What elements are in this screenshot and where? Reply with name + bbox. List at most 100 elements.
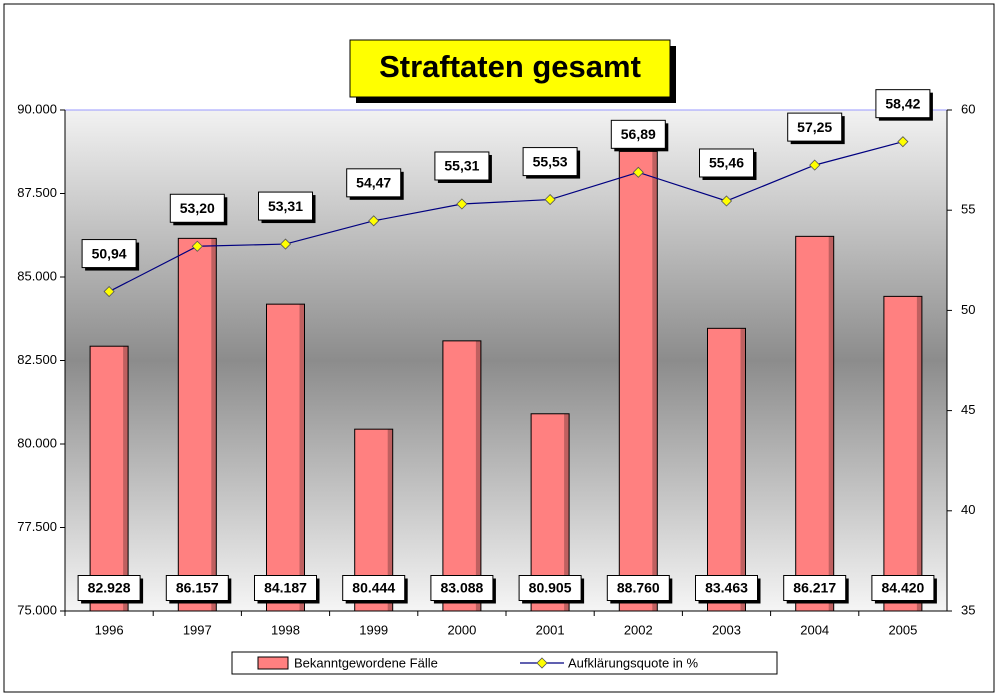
label-box — [522, 147, 578, 177]
value-label: 80.905 — [529, 580, 572, 596]
legend-label: Aufklärungsquote in % — [568, 655, 699, 670]
legend-label: Bekanntgewordene Fälle — [294, 655, 438, 670]
label-box — [871, 575, 935, 601]
marker — [809, 159, 821, 171]
value-label: 86.217 — [793, 580, 836, 596]
marker — [632, 166, 644, 178]
value-label: 82.928 — [88, 580, 131, 596]
bar-edge — [299, 304, 305, 611]
y2-tick-label: 50 — [961, 302, 975, 317]
value-label: 58,42 — [885, 95, 920, 111]
label-box — [787, 112, 843, 142]
label-box — [254, 575, 317, 601]
bar — [795, 235, 835, 612]
bar-edge — [475, 340, 481, 611]
title-box — [349, 39, 671, 98]
y-tick-label: 87.500 — [17, 185, 57, 200]
value-label: 55,31 — [444, 158, 479, 174]
bar — [89, 345, 129, 612]
label-box — [518, 575, 582, 601]
bar-edge — [211, 238, 217, 611]
legend-swatch — [257, 656, 289, 670]
marker — [544, 194, 556, 206]
value-label: 57,25 — [797, 119, 832, 135]
y2-tick-label: 35 — [961, 602, 975, 617]
line — [108, 141, 904, 293]
marker — [279, 238, 292, 250]
label-box — [169, 193, 225, 223]
value-label: 84.187 — [264, 580, 307, 596]
label-box — [77, 575, 141, 601]
label-box — [606, 575, 670, 601]
bar-edge — [652, 151, 658, 611]
bar — [707, 327, 746, 612]
bar — [177, 237, 217, 612]
x-tick-label: 1998 — [271, 622, 300, 637]
y-tick-label: 85.000 — [17, 268, 57, 283]
x-tick-label: 1999 — [359, 622, 388, 637]
x-tick-label: 2003 — [712, 622, 741, 637]
value-label: 83.463 — [705, 580, 748, 596]
x-tick-label: 1996 — [95, 622, 124, 637]
label-box — [875, 89, 931, 119]
value-label: 88.760 — [617, 580, 660, 596]
y-tick-label: 77.500 — [17, 519, 57, 534]
label-box — [430, 575, 494, 601]
bar-edge — [123, 346, 129, 611]
y-tick-label: 80.000 — [17, 435, 57, 450]
y2-tick-label: 55 — [961, 202, 975, 217]
bar-edge — [387, 429, 393, 611]
x-tick-label: 2004 — [800, 622, 829, 637]
bar-edge — [828, 236, 834, 611]
y-tick-label: 75.000 — [17, 602, 57, 617]
label-box — [434, 151, 490, 181]
marker — [191, 240, 203, 252]
y2-tick-label: 45 — [961, 402, 975, 417]
value-label: 86.157 — [176, 580, 219, 596]
value-label: 84.420 — [881, 580, 924, 596]
label-box — [165, 575, 229, 601]
legend-box — [231, 651, 778, 675]
legend-marker — [536, 657, 548, 669]
x-tick-label: 2001 — [536, 622, 565, 637]
marker — [897, 136, 909, 148]
marker — [103, 285, 115, 298]
marker — [720, 195, 733, 207]
marker — [456, 198, 468, 210]
bar — [883, 295, 923, 612]
x-tick-label: 1997 — [183, 622, 212, 637]
label-box — [81, 239, 137, 269]
bar — [266, 303, 305, 612]
value-label: 80.444 — [352, 580, 395, 596]
y2-tick-label: 40 — [961, 502, 975, 517]
y-tick-label: 82.500 — [17, 352, 57, 367]
bar-edge — [740, 328, 746, 611]
x-tick-label: 2005 — [888, 622, 917, 637]
label-box — [699, 148, 754, 178]
label-box — [342, 575, 406, 601]
value-label: 54,47 — [356, 175, 391, 191]
label-box — [258, 191, 313, 221]
value-label: 53,20 — [180, 200, 215, 216]
value-label: 53,31 — [268, 198, 303, 214]
bar — [618, 150, 658, 612]
label-box — [783, 575, 847, 601]
label-box — [346, 168, 402, 198]
y-tick-label: 90.000 — [17, 101, 57, 116]
label-box — [610, 119, 666, 149]
value-label: 50,94 — [92, 245, 127, 261]
value-label: 56,89 — [621, 126, 656, 142]
value-label: 55,46 — [709, 155, 744, 171]
value-label: 55,53 — [533, 153, 568, 169]
y2-tick-label: 60 — [961, 101, 975, 116]
bar-edge — [916, 296, 922, 611]
x-tick-label: 2000 — [447, 622, 476, 637]
x-tick-label: 2002 — [624, 622, 653, 637]
chart-title: Straftaten gesamt — [379, 49, 641, 84]
bar — [442, 340, 482, 612]
label-box — [695, 575, 758, 601]
marker — [368, 215, 380, 227]
value-label: 83.088 — [440, 580, 483, 596]
bar-edge — [564, 413, 570, 611]
